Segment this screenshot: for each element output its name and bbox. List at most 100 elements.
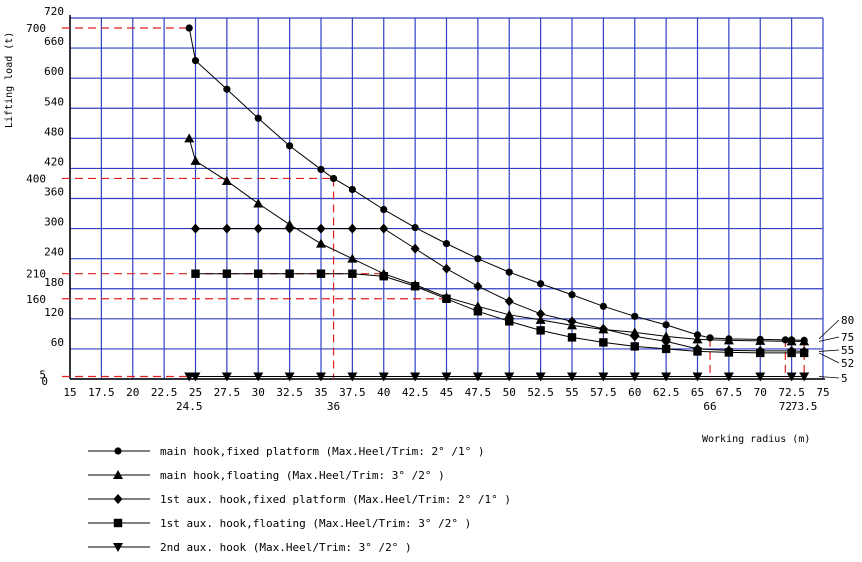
x-tick-label: 32.5 xyxy=(276,386,303,399)
legend-marker xyxy=(113,470,123,479)
right-leader xyxy=(818,319,840,340)
data-point xyxy=(222,269,232,278)
y-tick-label: 660 xyxy=(44,35,64,48)
data-point xyxy=(410,282,420,291)
data-point xyxy=(221,372,232,382)
data-point xyxy=(630,342,639,351)
grid xyxy=(69,15,825,380)
data-point xyxy=(284,372,295,382)
data-point xyxy=(755,372,766,382)
data-point xyxy=(329,174,338,183)
y-tick-label: 300 xyxy=(44,216,64,229)
x-tick-label: 20 xyxy=(126,386,139,399)
x-tick-label: 22.5 xyxy=(151,386,178,399)
data-point xyxy=(799,336,810,346)
data-point xyxy=(253,198,264,208)
data-point xyxy=(191,269,200,278)
data-point xyxy=(316,269,326,278)
data-point xyxy=(254,269,263,278)
data-point xyxy=(505,317,514,326)
data-point xyxy=(380,205,388,214)
legend-entry: 1st aux. hook,fixed platform (Max.Heel/T… xyxy=(88,493,511,506)
data-point xyxy=(724,348,734,357)
y-tick-label: 360 xyxy=(44,186,64,199)
data-point xyxy=(191,223,200,234)
data-point xyxy=(221,175,232,185)
data-point xyxy=(253,372,264,382)
data-point xyxy=(662,321,670,329)
data-point xyxy=(184,372,195,382)
data-point xyxy=(661,331,672,341)
y-tick-label: 120 xyxy=(44,306,64,319)
data-point xyxy=(599,302,607,310)
data-point xyxy=(505,268,513,276)
series-2 xyxy=(184,133,810,346)
data-point xyxy=(535,372,546,382)
x-tick-label: 75 xyxy=(816,386,829,399)
data-point xyxy=(379,272,388,281)
y-extra-label: 160 xyxy=(26,293,46,306)
data-point xyxy=(285,269,294,278)
data-point xyxy=(756,348,765,358)
right-label: 5 xyxy=(841,372,848,385)
x-tick-label: 45 xyxy=(440,386,453,399)
legend-marker xyxy=(114,447,122,455)
right-leader xyxy=(818,349,840,352)
x-tick-label: 37.5 xyxy=(339,386,366,399)
data-point xyxy=(472,372,483,382)
series-5 xyxy=(184,372,810,382)
x-tick-label: 30 xyxy=(252,386,265,399)
data-point xyxy=(504,309,515,319)
y-extra-label: 400 xyxy=(26,172,46,185)
legend-entry: 2nd aux. hook (Max.Heel/Trim: 3° /2° ) xyxy=(88,541,412,554)
data-point xyxy=(536,308,546,319)
data-point xyxy=(184,133,195,143)
data-point xyxy=(411,223,419,232)
data-point xyxy=(755,335,766,345)
x-tick-label: 60 xyxy=(628,386,641,399)
x-axis-title: Working radius (m) xyxy=(702,434,810,445)
legend-marker xyxy=(113,543,123,552)
data-point xyxy=(347,372,358,382)
x-tick-label: 52.5 xyxy=(527,386,554,399)
series-line xyxy=(195,273,805,354)
legend: main hook,fixed platform (Max.Heel/Trim:… xyxy=(88,445,511,554)
x-tick-label: 42.5 xyxy=(402,386,429,399)
data-point xyxy=(599,338,608,347)
data-point xyxy=(692,334,703,344)
data-point xyxy=(786,336,797,346)
data-point xyxy=(441,372,452,382)
y-tick-label: 180 xyxy=(44,276,64,289)
legend-label: 1st aux. hook,floating (Max.Heel/Trim: 3… xyxy=(160,517,471,530)
right-label: 52 xyxy=(841,357,854,370)
x-tick-label: 27.5 xyxy=(214,386,241,399)
legend-label: main hook,floating (Max.Heel/Trim: 3° /2… xyxy=(160,469,445,482)
data-point xyxy=(285,223,295,234)
data-point xyxy=(286,142,294,150)
data-point xyxy=(693,347,702,356)
data-point xyxy=(568,291,576,299)
x-tick-label: 17.5 xyxy=(88,386,115,399)
data-point xyxy=(442,294,451,303)
data-point xyxy=(223,85,231,93)
data-point xyxy=(567,372,577,382)
data-point xyxy=(473,307,483,316)
legend-label: main hook,fixed platform (Max.Heel/Trim:… xyxy=(160,445,485,458)
x-extra-label: 72 xyxy=(779,400,792,413)
data-point xyxy=(254,114,262,122)
y-tick-label: 480 xyxy=(44,125,64,138)
data-point xyxy=(474,255,482,263)
y-tick-label: 60 xyxy=(51,336,64,349)
y-tick-label: 600 xyxy=(44,65,64,78)
y-tick-label: 420 xyxy=(44,155,64,168)
data-point xyxy=(537,280,545,288)
legend-entry: main hook,floating (Max.Heel/Trim: 3° /2… xyxy=(88,469,445,482)
data-point xyxy=(598,323,608,334)
data-point xyxy=(316,223,326,234)
x-tick-label: 57.5 xyxy=(590,386,617,399)
x-extra-label: 66 xyxy=(703,400,716,413)
right-leader xyxy=(818,336,840,342)
legend-entry: main hook,fixed platform (Max.Heel/Trim:… xyxy=(88,445,485,458)
data-point xyxy=(190,372,201,382)
